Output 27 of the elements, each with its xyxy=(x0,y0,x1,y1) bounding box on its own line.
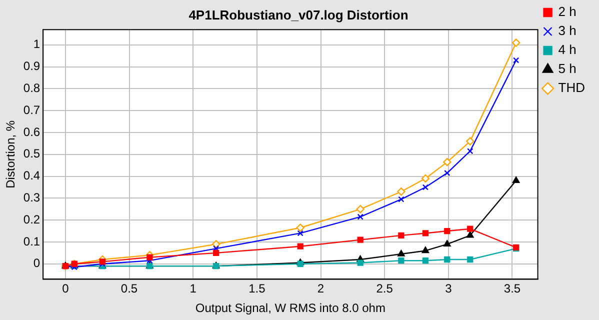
y-tick-label: 0.4 xyxy=(23,168,40,183)
chart-title: 4P1LRobustiano_v07.log Distortion xyxy=(188,7,408,22)
x-tick-label: 1.5 xyxy=(248,282,266,296)
y-tick-label: 0.8 xyxy=(23,81,40,96)
y-tick-label: 0.6 xyxy=(23,124,40,139)
y-tick-label: 0.5 xyxy=(23,146,40,161)
x-axis-title: Output Signal, W RMS into 8.0 ohm xyxy=(195,301,386,316)
y-tick-label: 0.9 xyxy=(23,59,40,74)
y-axis-title: Distortion, % xyxy=(4,120,18,188)
x-tick-label: 2.5 xyxy=(376,282,394,296)
legend-label: 4 h xyxy=(558,42,576,58)
x-tick-label: 1 xyxy=(190,282,197,296)
y-tick-label: 0.2 xyxy=(23,212,40,226)
x-tick-label: 3.5 xyxy=(504,282,521,296)
y-tick-label: 0.3 xyxy=(23,190,40,204)
legend-label: 2 h xyxy=(558,4,576,20)
x-tick-label: 3 xyxy=(445,282,452,296)
y-tick-label: 0.1 xyxy=(23,234,40,248)
x-tick-label: 0.5 xyxy=(120,282,138,296)
y-tick-label: 1 xyxy=(33,37,40,52)
legend-label: 3 h xyxy=(558,23,576,38)
legend-label: THD xyxy=(558,80,585,96)
legend-label: 5 h xyxy=(558,61,576,76)
y-tick-label: 0 xyxy=(33,256,40,270)
x-tick-label: 0 xyxy=(62,282,70,296)
y-tick-label: 0.7 xyxy=(23,102,40,117)
x-tick-label: 2 xyxy=(317,282,324,296)
